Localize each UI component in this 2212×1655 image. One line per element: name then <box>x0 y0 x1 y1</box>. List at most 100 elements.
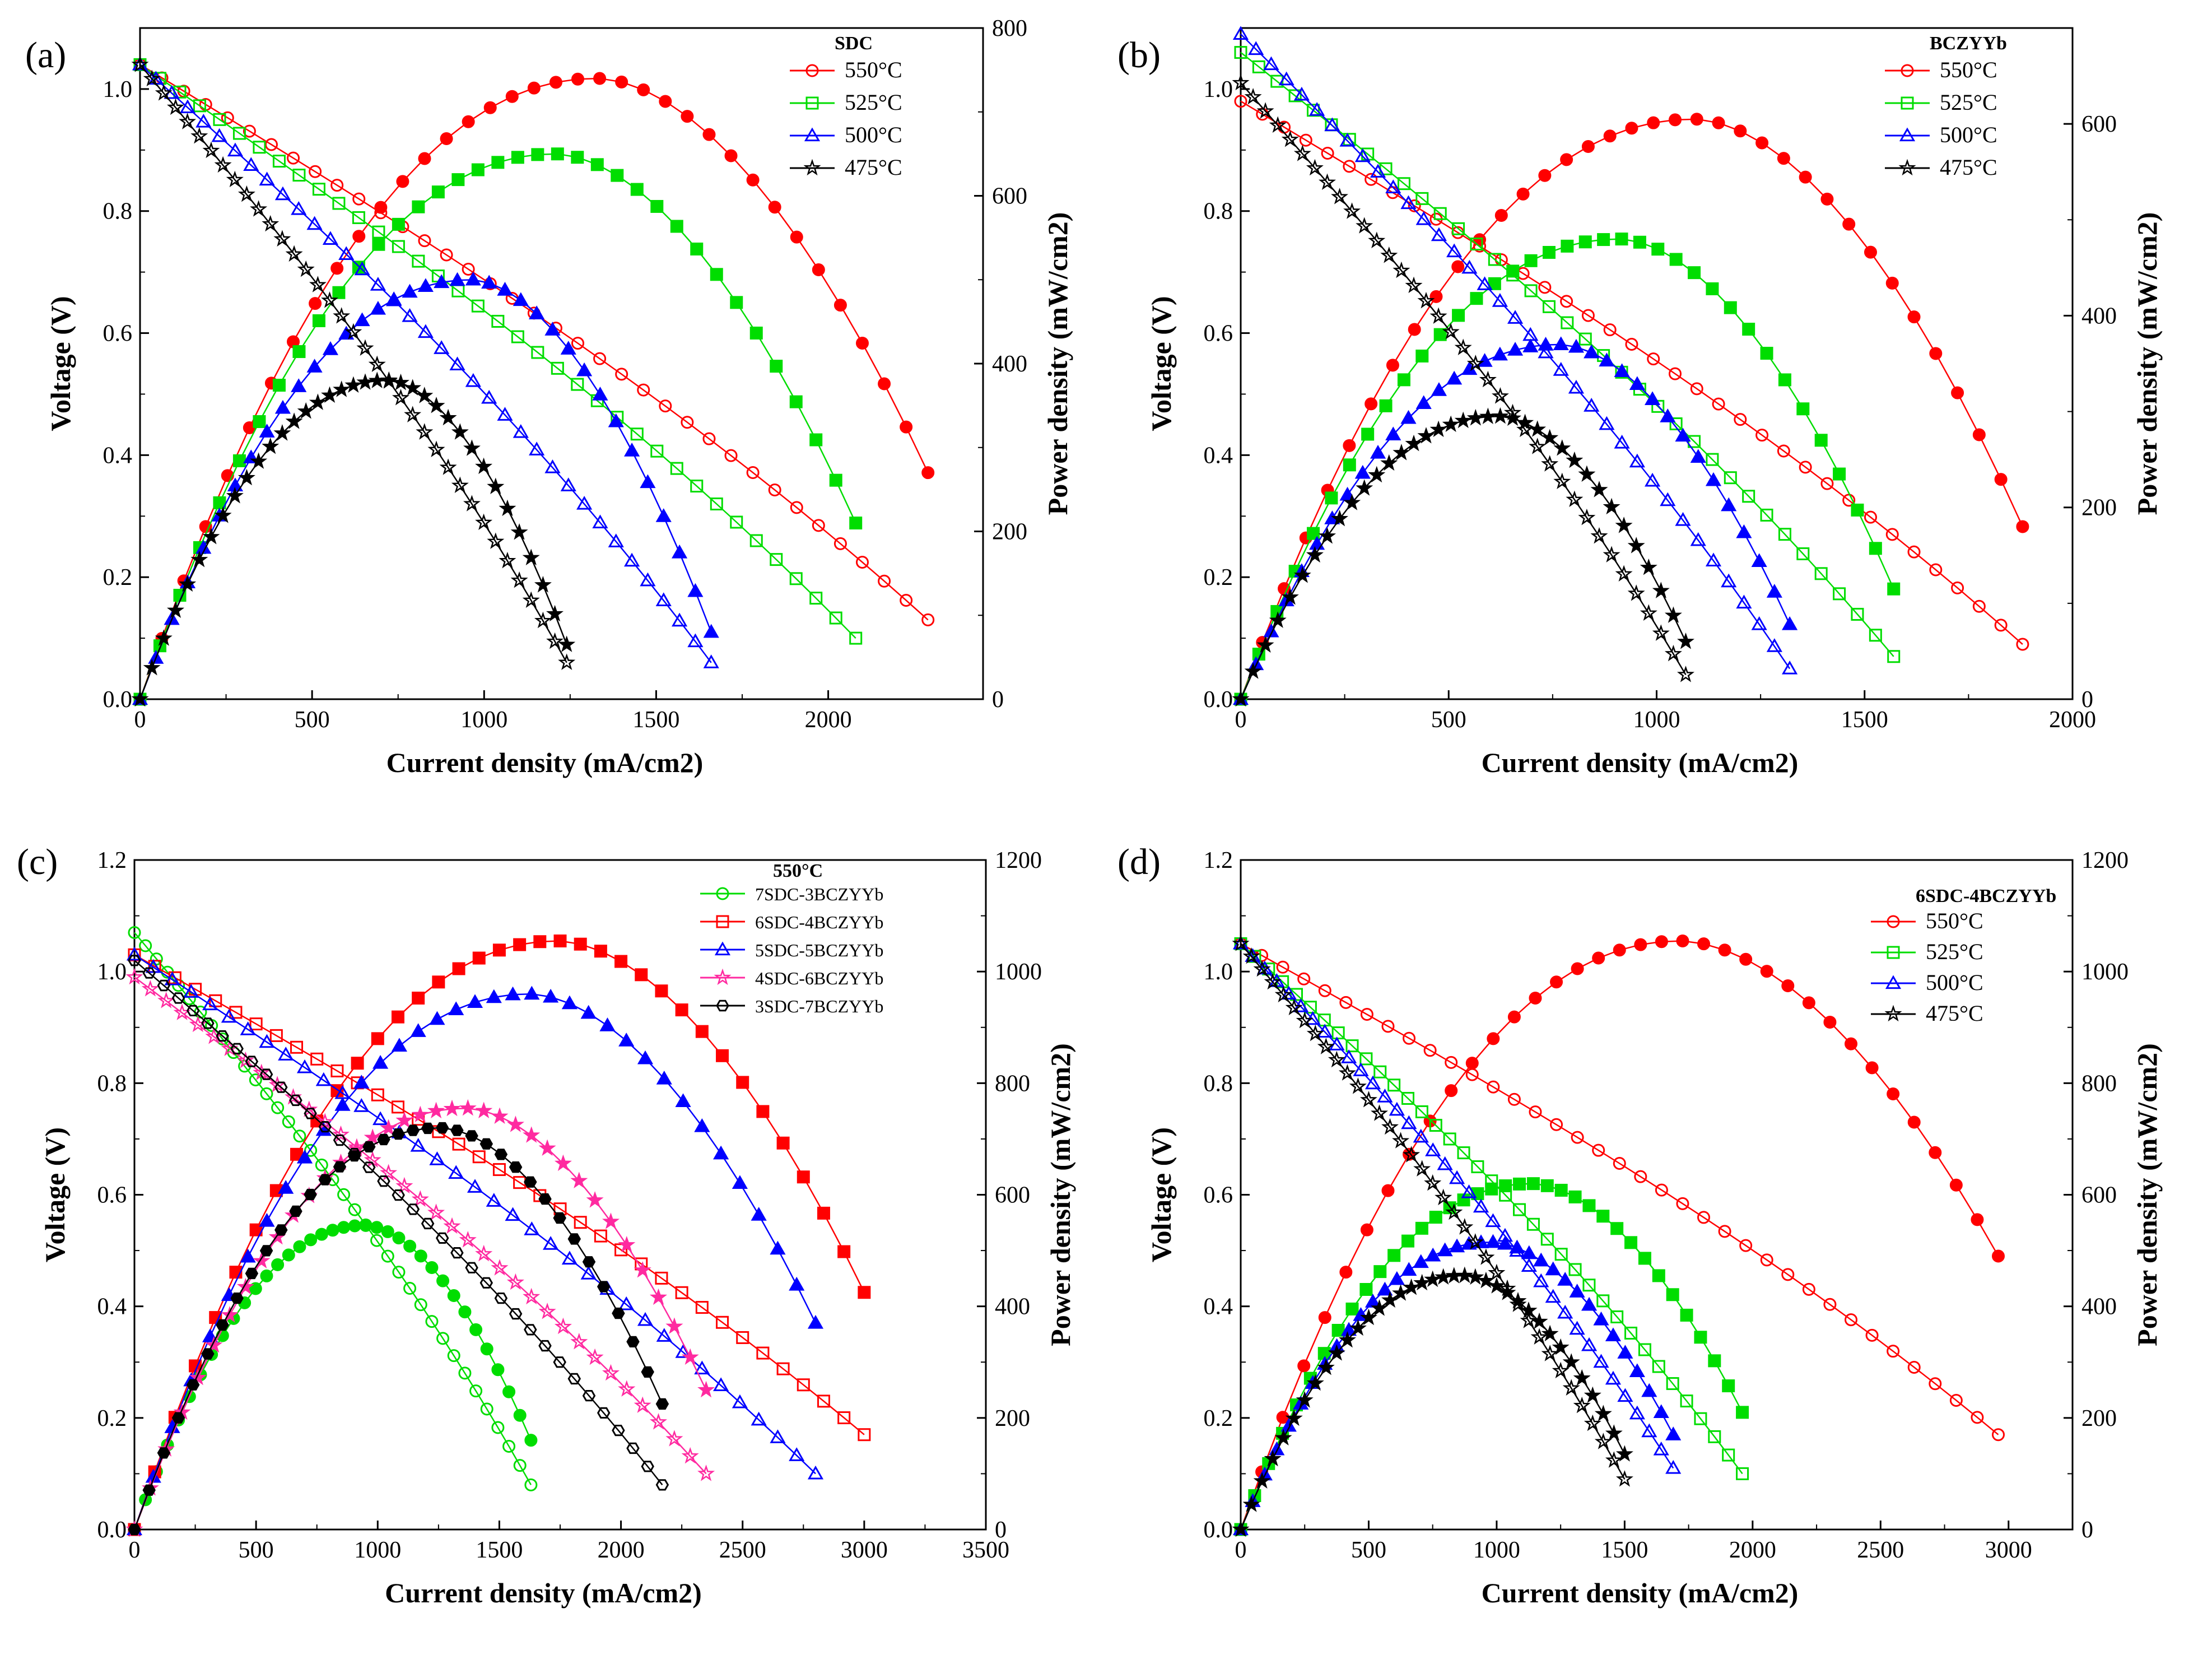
voltage-point <box>1393 261 1410 278</box>
power-point <box>1293 566 1311 583</box>
voltage-point <box>1443 1132 1456 1146</box>
power-point <box>262 437 280 454</box>
y2-tick-label: 400 <box>2081 1294 2117 1320</box>
legend-marker <box>1885 975 1902 989</box>
power-point <box>380 1119 398 1136</box>
voltage-point <box>404 406 422 423</box>
power-point <box>491 1363 505 1377</box>
voltage-point <box>1582 1279 1596 1292</box>
voltage-point <box>602 1364 620 1381</box>
voltage-point <box>592 514 608 528</box>
voltage-point <box>776 1362 790 1375</box>
power-point <box>675 1003 688 1017</box>
voltage-point <box>1568 379 1585 394</box>
power-point <box>1370 444 1386 459</box>
x-axis-title: Current density (mA/cm2) <box>386 747 704 778</box>
voltage-point <box>1540 1233 1554 1246</box>
voltage-point <box>1766 638 1782 652</box>
voltage-point <box>1851 607 1864 621</box>
power-point <box>855 337 869 350</box>
power-point <box>1442 415 1460 433</box>
power-point <box>278 1180 294 1194</box>
voltage-point <box>1473 1198 1489 1213</box>
x-tick-label: 0 <box>129 1537 141 1563</box>
power-point <box>1669 113 1682 127</box>
power-point <box>1751 553 1767 568</box>
voltage-point <box>469 1384 483 1398</box>
voltage-point <box>1253 960 1271 977</box>
power-point <box>560 341 576 355</box>
voltage-point <box>1306 159 1324 176</box>
voltage-point <box>1354 148 1371 162</box>
power-point <box>637 1050 654 1064</box>
y-tick-label: 1.2 <box>97 848 127 873</box>
voltage-point <box>1526 1217 1540 1231</box>
power-point <box>1470 292 1483 305</box>
power-point <box>1506 264 1520 278</box>
y2-axis-title: Power density (mW/cm2) <box>2131 212 2163 515</box>
voltage-point <box>330 179 344 192</box>
voltage-point <box>1492 293 1508 307</box>
power-point <box>656 1070 672 1085</box>
voltage-point <box>1365 1075 1381 1090</box>
power-point <box>179 575 197 592</box>
voltage-point <box>1456 1218 1474 1235</box>
voltage-point <box>1734 413 1747 426</box>
power-point <box>670 220 683 233</box>
power-curve <box>1240 118 2024 700</box>
power-point <box>494 1149 508 1160</box>
power-point <box>410 1023 426 1037</box>
power-curve <box>1240 415 1687 700</box>
voltage-point <box>249 1017 263 1031</box>
voltage-point <box>1578 508 1596 526</box>
voltage-curve <box>134 977 707 1475</box>
voltage-point <box>1823 1298 1837 1311</box>
y2-tick-label: 200 <box>2081 1406 2117 1431</box>
voltage-point <box>756 1346 770 1360</box>
power-point <box>697 1380 715 1398</box>
power-point <box>1377 1281 1393 1296</box>
series-2 <box>1234 46 1901 706</box>
voltage-point <box>1359 1052 1373 1066</box>
power-point <box>499 499 516 517</box>
voltage-point <box>315 1072 332 1086</box>
power-point <box>1498 1284 1516 1300</box>
power-point <box>1652 1269 1665 1282</box>
power-point <box>273 424 291 441</box>
power-point <box>293 1240 306 1253</box>
voltage-point <box>1644 472 1661 487</box>
voltage-point <box>1760 508 1773 522</box>
voltage-point <box>849 631 863 645</box>
voltage-point <box>406 1203 420 1215</box>
voltage-point <box>649 1413 668 1430</box>
voltage-point <box>132 56 148 71</box>
power-point <box>640 474 656 489</box>
voltage-point <box>749 534 763 547</box>
voltage-point <box>480 1402 493 1416</box>
power-point <box>333 380 351 397</box>
power-point <box>817 1206 830 1220</box>
power-point <box>1509 1291 1527 1309</box>
power-point <box>1389 1271 1405 1285</box>
x-tick-label: 1000 <box>354 1537 401 1563</box>
voltage-point <box>1274 985 1292 1003</box>
voltage-point <box>1690 532 1706 546</box>
voltage-point <box>1573 1396 1591 1414</box>
x-tick-label: 3000 <box>1985 1537 2032 1563</box>
power-point <box>352 230 366 243</box>
voltage-point <box>580 1266 597 1280</box>
power-point <box>297 402 315 419</box>
voltage-point <box>1652 624 1670 641</box>
voltage-point <box>492 1163 506 1177</box>
voltage-point <box>1655 1183 1668 1197</box>
voltage-point <box>171 992 185 1004</box>
voltage-point <box>236 1051 254 1068</box>
y2-tick-label: 800 <box>992 16 1027 41</box>
power-point <box>665 1317 683 1334</box>
voltage-point <box>465 373 481 387</box>
power-point <box>274 1224 288 1236</box>
power-point <box>1718 943 1731 957</box>
voltage-point <box>1690 382 1703 396</box>
power-point <box>1331 1323 1345 1337</box>
voltage-point <box>809 592 823 605</box>
